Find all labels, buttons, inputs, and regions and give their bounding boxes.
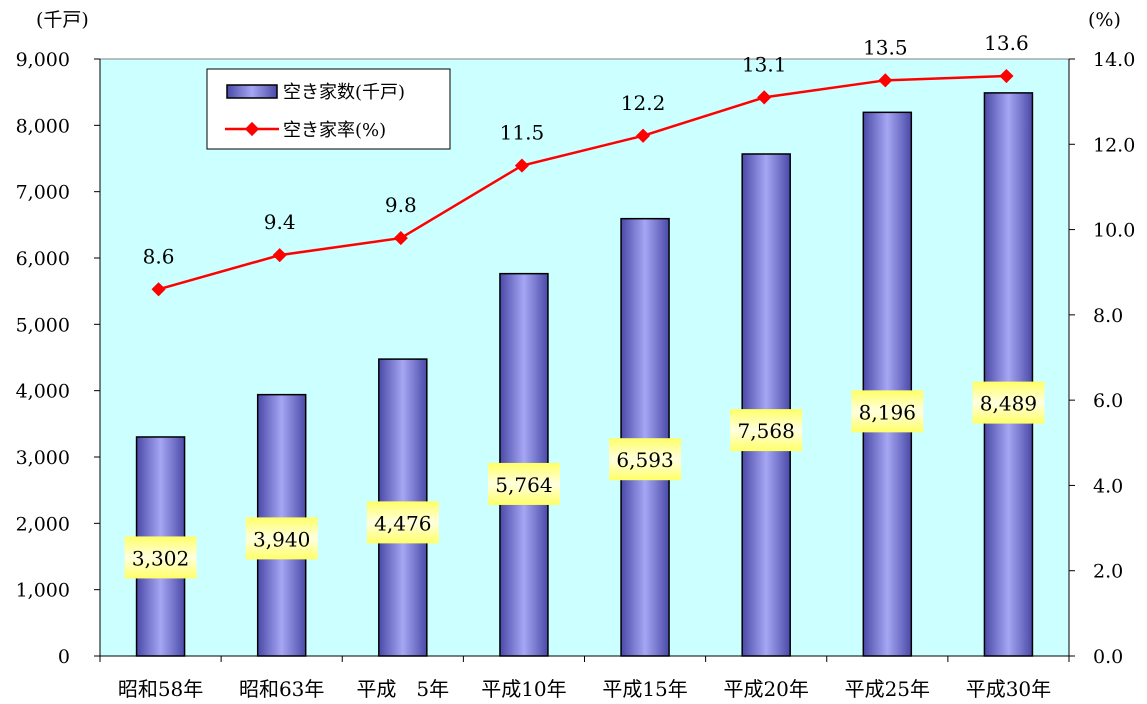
bar-value-label: 5,764 (495, 473, 552, 497)
category-label: 平成30年 (966, 677, 1051, 701)
bar-label-box (730, 409, 803, 452)
bar-label-box (366, 501, 439, 544)
bar-label-box (609, 438, 682, 481)
rate-value-label: 11.5 (500, 121, 545, 145)
right-tick-label: 10.0 (1093, 220, 1135, 242)
bar-value-label: 3,940 (253, 527, 310, 551)
left-tick-label: 2,000 (16, 513, 70, 535)
right-tick-label: 8.0 (1093, 305, 1123, 327)
rate-marker (878, 73, 893, 88)
category-label: 昭和63年 (239, 677, 324, 701)
left-tick-label: 6,000 (16, 248, 70, 270)
rate-value-label: 9.8 (385, 193, 417, 217)
bar-label-box (245, 517, 318, 560)
legend-bar-label: 空き家数(千戸) (283, 82, 405, 103)
rate-line (158, 74, 1007, 291)
right-tick-label: 12.0 (1093, 134, 1135, 156)
bar-label-box (851, 390, 924, 433)
left-tick-label: 5,000 (16, 314, 70, 336)
bar (620, 217, 670, 657)
category-axis: 昭和58年 昭和63年 平成 5年 平成10年 平成15年 平成20年 平成25年 平成30年 (99, 655, 1070, 701)
right-tick-label: 6.0 (1093, 390, 1123, 412)
bar-value-label: 8,196 (859, 400, 916, 424)
left-axis-unit: (千戸) (36, 9, 89, 31)
bar-value-label: 6,593 (616, 448, 673, 472)
bar-series: 3,302 3,940 4,476 5,764 6,593 7,568 8,196 8,489 (124, 92, 1045, 657)
left-tick-label: 0 (58, 646, 70, 668)
right-tick-label: 2.0 (1093, 561, 1123, 583)
bar-label-box (487, 462, 560, 505)
category-label: 平成15年 (602, 677, 687, 701)
legend: 空き家数(千戸) 空き家率(%) (206, 68, 451, 150)
bar-label-box (124, 536, 197, 579)
bar (983, 92, 1034, 657)
rate-value-label: 9.4 (264, 210, 296, 234)
rate-marker (514, 158, 530, 173)
rate-marker (999, 68, 1014, 84)
left-tick-label: 9,000 (16, 49, 70, 71)
left-tick-label: 8,000 (16, 115, 70, 137)
category-label: 平成 5年 (356, 677, 449, 701)
rate-value-label: 8.6 (143, 244, 175, 268)
bar-label-box (972, 381, 1045, 424)
left-tick-label: 3,000 (16, 447, 70, 469)
rate-marker (393, 231, 408, 246)
bar-value-label: 7,568 (738, 419, 795, 443)
rate-marker (151, 282, 166, 297)
bar (741, 153, 791, 657)
category-label: 平成20年 (723, 677, 808, 701)
rate-marker (635, 128, 651, 143)
rate-value-label: 13.6 (984, 31, 1029, 55)
right-tick-label: 14.0 (1093, 49, 1135, 71)
rate-value-label: 13.1 (742, 52, 787, 76)
rate-value-label: 13.5 (863, 35, 908, 59)
category-label: 平成10年 (481, 677, 566, 701)
bar-value-label: 4,476 (374, 511, 431, 535)
category-label: 昭和58年 (118, 677, 203, 701)
rate-value-label: 12.2 (621, 91, 666, 115)
left-tick-label: 4,000 (16, 381, 70, 403)
legend-bar-swatch (226, 84, 278, 99)
bar-value-label: 3,302 (132, 546, 189, 570)
right-axis-unit: (%) (1088, 9, 1121, 31)
left-tick-label: 7,000 (16, 182, 70, 204)
bar-value-label: 8,489 (980, 392, 1037, 416)
legend-box (206, 68, 451, 150)
legend-line-label: 空き家率(%) (283, 120, 386, 141)
right-tick-label: 4.0 (1093, 475, 1123, 497)
bar (862, 111, 913, 657)
rate-marker (272, 248, 287, 263)
line-series: 8.6 9.4 9.8 11.5 12.2 13.1 13.5 13.6 (143, 31, 1029, 297)
left-tick-label: 1,000 (16, 580, 70, 602)
right-tick-label: 0.0 (1093, 646, 1123, 668)
right-axis: 0.0 2.0 4.0 6.0 8.0 10.0 12.0 14.0 (1068, 49, 1135, 668)
left-axis: 0 1,000 2,000 3,000 4,000 5,000 6,000 7,000 8,00… (16, 49, 101, 668)
rate-marker (757, 90, 772, 105)
category-label: 平成25年 (845, 677, 930, 701)
